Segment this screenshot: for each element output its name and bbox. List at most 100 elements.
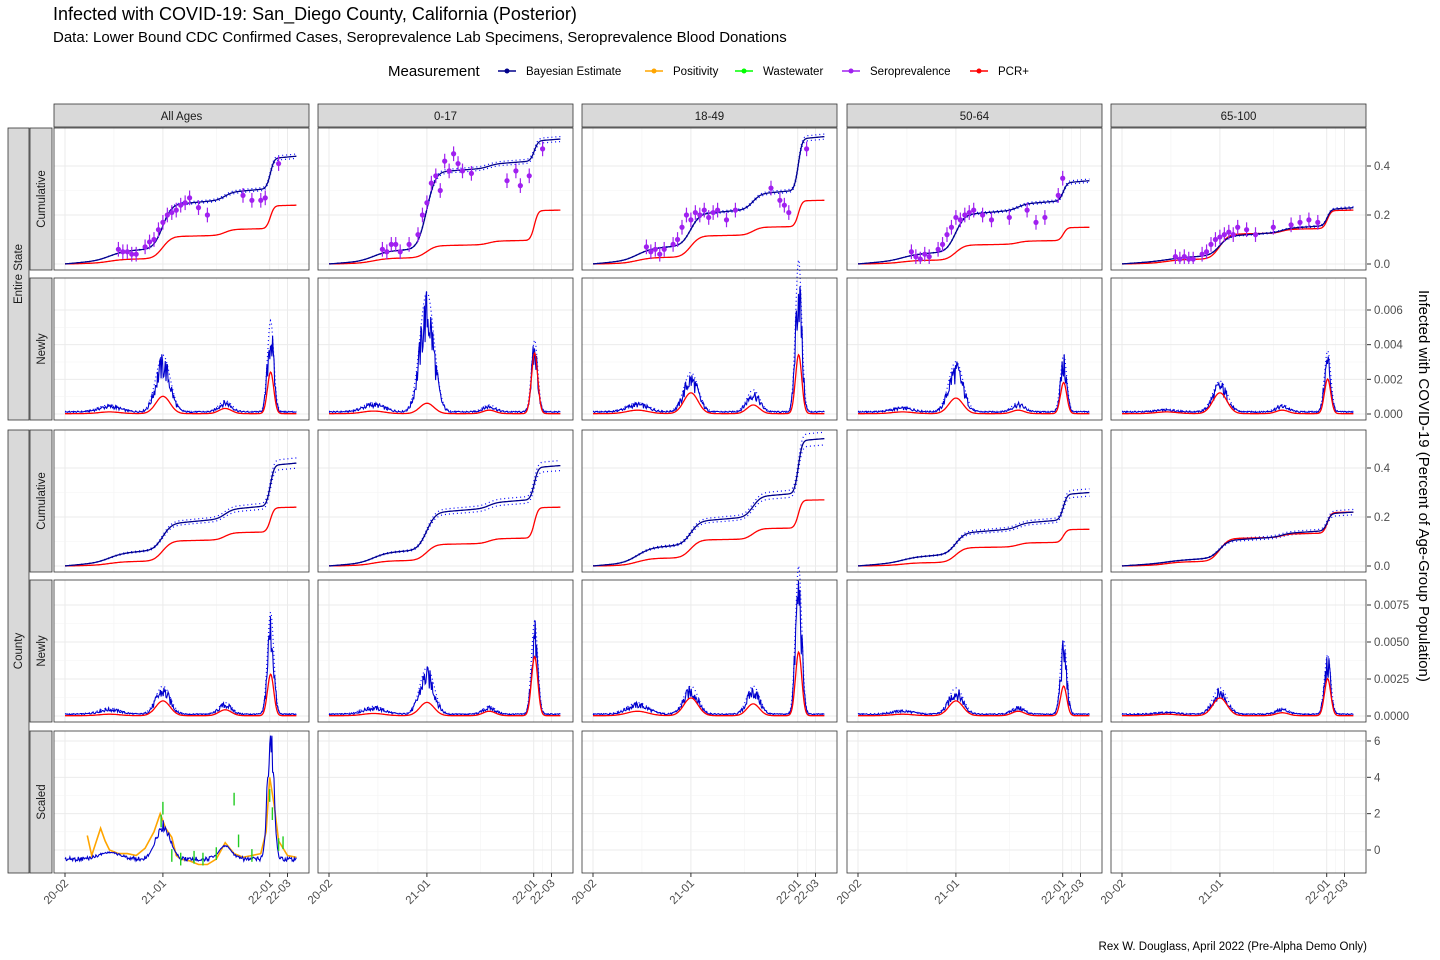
strip-age-label: 18-49 [695, 111, 724, 123]
bayes-credible-lower [858, 495, 1090, 567]
seroprevalence-point [966, 209, 972, 216]
seroprevalence-point [517, 183, 523, 189]
seroprevalence-point [173, 207, 179, 213]
seroprevalence-point [723, 217, 730, 223]
seroprevalence-point [442, 158, 448, 164]
panel-background [318, 128, 573, 270]
seroprevalence-point [169, 209, 175, 216]
pcr-line [858, 381, 1090, 415]
seroprevalence-point [155, 227, 162, 233]
bayes-line [857, 354, 1090, 414]
seroprevalence-point [1270, 224, 1276, 230]
seroprevalence-point [120, 249, 126, 255]
pcr-line [329, 351, 561, 415]
y-tick-label: 0.006 [1374, 305, 1403, 317]
seroprevalence-point [926, 254, 932, 260]
y-tick-label: 0.4 [1374, 463, 1391, 475]
legend-label: Positivity [673, 66, 719, 78]
seroprevalence-point [468, 170, 474, 176]
panel-2-1 [581, 259, 838, 421]
seroprevalence-point [701, 207, 707, 213]
pcr-line [65, 673, 297, 717]
legend-label: Bayesian Estimate [526, 66, 621, 78]
panel-0-3 [53, 579, 310, 723]
seroprevalence-point [182, 200, 188, 206]
pcr-line [858, 528, 1090, 567]
panel-0-1 [53, 277, 310, 421]
strip-county [7, 429, 30, 874]
x-tick-label: 20-02 [1099, 878, 1128, 907]
panel-2-4 [581, 730, 838, 874]
panel-border [1110, 730, 1367, 874]
bayes-credible-upper [593, 431, 825, 567]
strip-row-label: Newly [36, 333, 48, 365]
strip-age [317, 103, 574, 128]
seroprevalence-point [768, 185, 774, 191]
bayes-credible-lower [1122, 208, 1354, 265]
seroprevalence-point [258, 197, 264, 203]
panel-0-4 [53, 730, 310, 874]
bayes-line [1121, 356, 1354, 414]
seroprevalence-point [384, 249, 390, 255]
panel-background [1111, 128, 1366, 270]
panel-4-1 [1110, 277, 1367, 421]
pcr-line [329, 209, 561, 265]
legend-title: Measurement [388, 63, 481, 80]
legend-label: Wastewater [763, 66, 823, 78]
seroprevalence-point [908, 249, 915, 255]
strip-row [29, 277, 53, 421]
y-tick-label: 0.0 [1374, 561, 1390, 573]
panel-border [581, 429, 838, 573]
seroprevalence-point [688, 217, 694, 223]
seroprevalence-point [1217, 234, 1223, 240]
seroprevalence-point [674, 236, 681, 243]
panel-background [318, 580, 573, 722]
pcr-line [593, 499, 825, 567]
bayes-line [64, 616, 297, 716]
seroprevalence-point [397, 249, 403, 255]
seroprevalence-point [419, 212, 426, 218]
seroprevalence-point [540, 146, 546, 152]
pcr-line [858, 685, 1090, 717]
seroprevalence-point [957, 217, 963, 223]
pcr-line [1122, 677, 1354, 717]
pcr-line [65, 506, 297, 567]
pcr-line [329, 506, 561, 567]
panel-background [582, 580, 837, 722]
panel-1-1 [317, 277, 574, 421]
pcr-line [593, 199, 825, 265]
panel-border [846, 429, 1103, 573]
seroprevalence-point [710, 209, 716, 216]
seroprevalence-point [697, 212, 703, 218]
seroprevalence-point [988, 217, 995, 223]
seroprevalence-point [393, 241, 399, 247]
seroprevalence-point [1042, 214, 1048, 221]
chart-subtitle: Data: Lower Bound CDC Confirmed Cases, S… [53, 29, 787, 46]
seroprevalence-point [160, 219, 166, 225]
seroprevalence-point [657, 251, 663, 257]
panel-background [582, 128, 837, 270]
panel-background [54, 430, 309, 572]
seroprevalence-point [980, 212, 986, 218]
seroprevalence-point [187, 195, 193, 201]
seroprevalence-point [379, 246, 385, 252]
seroprevalence-point [1203, 249, 1210, 255]
legend-key-point [976, 68, 982, 74]
panel-border [846, 127, 1103, 271]
panel-border [581, 127, 838, 271]
pcr-line [593, 650, 825, 717]
seroprevalence-point [262, 195, 268, 201]
seroprevalence-point [433, 173, 439, 179]
bayes-line [1121, 657, 1354, 716]
strip-row [29, 127, 53, 271]
panel-border [317, 730, 574, 874]
panel-background [847, 580, 1102, 722]
panel-1-4 [317, 730, 574, 874]
panel-background [1111, 731, 1366, 873]
panel-background [847, 128, 1102, 270]
seroprevalence-point [115, 246, 121, 252]
bayes-line [329, 138, 561, 265]
y-tick-label: 0.4 [1374, 161, 1391, 173]
y-tick-label: 0.2 [1374, 210, 1390, 222]
x-tick-label: 21-01 [140, 878, 169, 907]
